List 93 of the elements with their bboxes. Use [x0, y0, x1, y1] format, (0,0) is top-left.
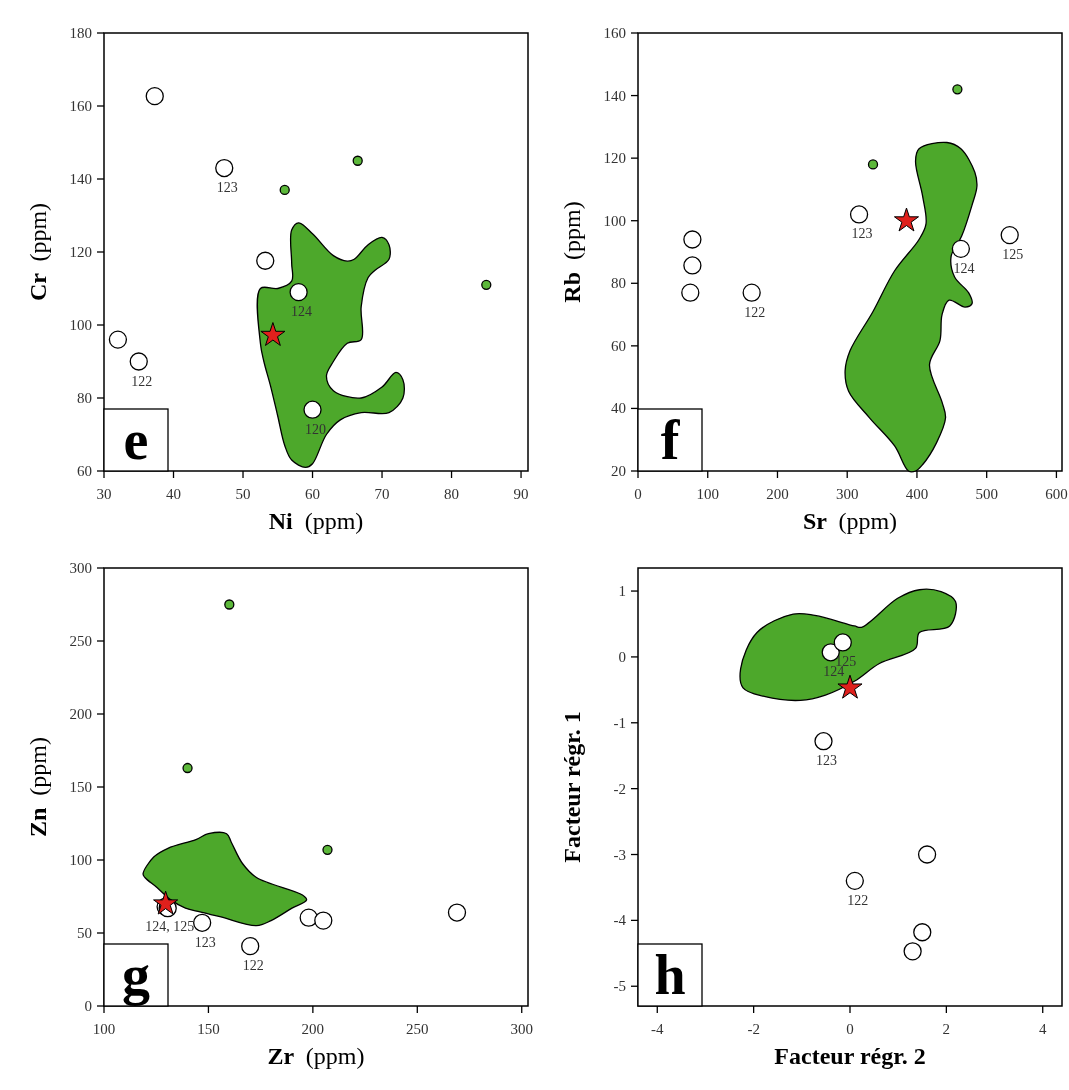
y-tick-label: -3: [613, 846, 626, 863]
x-axis-title: Zr (ppm): [267, 1043, 365, 1069]
y-axis-title: Facteur régr. 1: [559, 711, 585, 863]
y-tick-label: 140: [603, 87, 626, 104]
y-tick-label: 20: [611, 463, 626, 479]
x-tick-label: 30: [96, 486, 112, 502]
y-tick-label: 0: [84, 998, 92, 1014]
y-tick-label: -1: [613, 714, 626, 731]
y-tick-label: 60: [77, 463, 92, 479]
x-tick-label: 100: [92, 1021, 116, 1037]
annotation: h: [654, 944, 686, 1006]
point: [952, 84, 963, 95]
annotation: 124: [953, 260, 975, 276]
y-tick-label: -4: [613, 912, 627, 929]
x-tick-label: 40: [166, 486, 182, 502]
point: [893, 207, 920, 232]
x-tick-label: 300: [510, 1021, 533, 1037]
annotation: g: [122, 944, 150, 1006]
x-tick-label: 200: [766, 486, 789, 502]
y-tick-label: 120: [603, 150, 626, 167]
point: [289, 283, 308, 302]
annotation: 123: [194, 934, 216, 950]
y-axis-title: Zn (ppm): [25, 736, 51, 838]
annotation: 123: [216, 180, 238, 196]
point: [837, 674, 863, 699]
point: [481, 279, 492, 290]
y-tick-label: 160: [603, 25, 626, 41]
x-tick-label: -4: [651, 1021, 665, 1037]
point: [833, 633, 852, 652]
x-tick-label: 0: [846, 1021, 854, 1037]
x-tick-label: 200: [301, 1021, 325, 1037]
x-axis-title: Ni (ppm): [268, 508, 364, 534]
y-tick-label: 100: [69, 852, 92, 868]
y-tick-label: 160: [69, 98, 92, 114]
y-tick-label: 60: [611, 337, 626, 354]
point: [260, 322, 286, 346]
x-tick-label: -2: [747, 1021, 760, 1037]
y-tick-label: -2: [613, 780, 626, 797]
y-tick-label: 0: [618, 648, 626, 665]
point: [303, 400, 322, 419]
x-tick-label: 500: [975, 486, 998, 502]
y-tick-label: 100: [69, 317, 92, 333]
annotation: 124, 125: [145, 918, 195, 934]
y-tick-label: 50: [77, 925, 92, 941]
x-tick-label: 60: [305, 486, 321, 502]
x-tick-label: 150: [197, 1021, 220, 1037]
y-tick-label: 80: [77, 390, 92, 406]
x-axis-title: Sr (ppm): [802, 508, 898, 534]
annotation: 124: [291, 304, 313, 320]
annotation: 122: [131, 373, 153, 389]
annotation: 122: [242, 958, 264, 974]
x-tick-label: 80: [444, 486, 460, 502]
y-tick-label: 140: [69, 171, 92, 187]
x-tick-label: 100: [696, 486, 719, 502]
annotation: 122: [744, 304, 766, 320]
point: [279, 184, 290, 196]
x-tick-label: 50: [235, 486, 251, 502]
y-tick-label: 250: [69, 633, 92, 649]
x-tick-label: 2: [942, 1021, 951, 1037]
x-tick-label: 300: [835, 486, 859, 502]
point: [182, 762, 193, 774]
annotation: 125: [1002, 247, 1024, 263]
x-tick-label: 400: [905, 486, 929, 502]
annotation: e: [123, 409, 149, 471]
point: [322, 844, 333, 855]
y-tick-label: 200: [69, 706, 92, 722]
point: [224, 599, 235, 610]
x-tick-label: 600: [1045, 486, 1068, 502]
x-tick-label: 0: [634, 486, 642, 502]
x-tick-label: 4: [1038, 1021, 1047, 1037]
annotation: f: [660, 409, 681, 471]
y-tick-label: 150: [69, 779, 92, 795]
y-tick-label: 1: [618, 583, 626, 600]
annotation: 123: [851, 226, 873, 242]
point: [153, 890, 179, 915]
annotation: 123: [816, 753, 837, 769]
y-tick-label: 180: [69, 25, 92, 41]
x-tick-label: 90: [513, 486, 529, 502]
x-axis-title: Facteur régr. 2: [774, 1043, 926, 1069]
y-tick-label: 120: [69, 244, 92, 260]
point: [352, 155, 363, 166]
y-tick-label: 80: [611, 275, 626, 292]
x-tick-label: 250: [406, 1021, 429, 1037]
y-tick-label: -5: [613, 978, 626, 995]
y-tick-label: 100: [603, 212, 626, 229]
y-tick-label: 40: [611, 400, 626, 417]
y-tick-label: 300: [69, 560, 92, 576]
x-tick-label: 70: [374, 486, 390, 502]
point: [867, 159, 879, 170]
y-axis-title: Rb (ppm): [559, 201, 585, 303]
annotation: 122: [847, 892, 869, 908]
annotation: 120: [305, 421, 327, 437]
y-axis-title: Cr (ppm): [25, 202, 51, 302]
